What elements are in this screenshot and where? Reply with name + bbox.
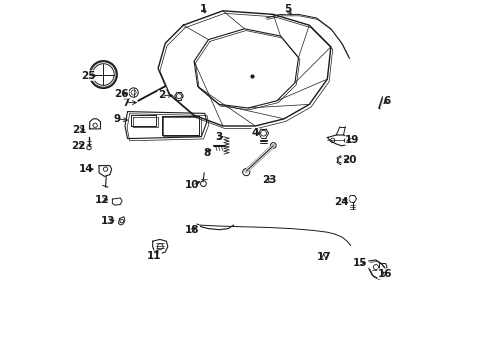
Text: 24: 24 bbox=[334, 197, 348, 207]
Text: 16: 16 bbox=[377, 269, 391, 279]
Text: 23: 23 bbox=[262, 175, 276, 185]
Text: 2: 2 bbox=[158, 90, 165, 100]
Text: 15: 15 bbox=[352, 258, 366, 268]
Text: 10: 10 bbox=[184, 180, 199, 190]
Text: 9: 9 bbox=[113, 114, 120, 124]
Text: 13: 13 bbox=[100, 216, 115, 226]
Text: 8: 8 bbox=[203, 148, 210, 158]
Text: 19: 19 bbox=[345, 135, 359, 145]
Text: 20: 20 bbox=[341, 155, 355, 165]
Text: 26: 26 bbox=[114, 89, 128, 99]
Text: 7: 7 bbox=[122, 98, 129, 108]
Text: 14: 14 bbox=[79, 164, 93, 174]
Text: 6: 6 bbox=[382, 96, 389, 106]
Text: 22: 22 bbox=[71, 141, 85, 151]
Text: 12: 12 bbox=[95, 195, 109, 205]
Text: 18: 18 bbox=[184, 225, 199, 235]
Text: 5: 5 bbox=[284, 4, 291, 14]
Text: 17: 17 bbox=[316, 252, 330, 262]
Text: 11: 11 bbox=[147, 251, 162, 261]
Text: 4: 4 bbox=[251, 128, 259, 138]
Text: 21: 21 bbox=[72, 125, 86, 135]
Text: 25: 25 bbox=[81, 71, 95, 81]
Text: 1: 1 bbox=[199, 4, 206, 14]
Text: 3: 3 bbox=[215, 132, 223, 142]
